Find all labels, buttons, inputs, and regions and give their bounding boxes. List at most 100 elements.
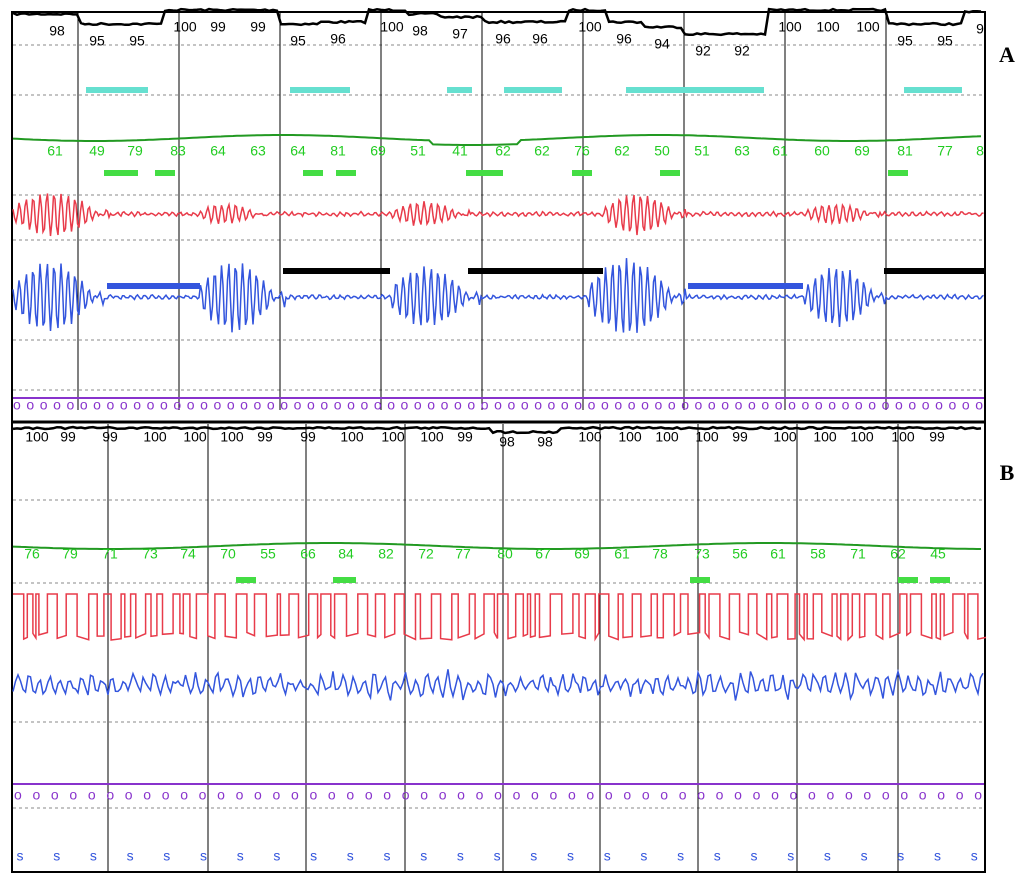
event-marker xyxy=(303,170,323,176)
s-mark: s xyxy=(90,848,97,864)
spo2-value: 9 xyxy=(976,21,984,37)
spo2-value: 99 xyxy=(102,429,118,445)
hr-value: 61 xyxy=(772,143,788,159)
s-mark: s xyxy=(934,848,941,864)
spo2-value: 100 xyxy=(420,429,444,445)
spo2-value: 99 xyxy=(60,429,76,445)
hr-value: 81 xyxy=(897,143,913,159)
spo2-value: 100 xyxy=(618,429,642,445)
spo2-value: 99 xyxy=(457,429,473,445)
hr-value: 71 xyxy=(850,546,866,562)
spo2-value: 95 xyxy=(89,33,105,49)
hr-value: 49 xyxy=(89,143,105,159)
effort-trace-blue xyxy=(12,258,984,333)
spo2-value: 99 xyxy=(929,429,945,445)
hr-value: 58 xyxy=(810,546,826,562)
spo2-value: 100 xyxy=(183,429,207,445)
hr-value: 71 xyxy=(102,546,118,562)
event-marker xyxy=(104,170,138,176)
s-mark: s xyxy=(604,848,611,864)
hr-value: 60 xyxy=(814,143,830,159)
s-mark: s xyxy=(273,848,280,864)
hr-value: 67 xyxy=(535,546,551,562)
spo2-value: 100 xyxy=(850,429,874,445)
hr-value: 61 xyxy=(770,546,786,562)
spo2-value: 100 xyxy=(891,429,915,445)
event-marker xyxy=(336,170,356,176)
s-mark: s xyxy=(53,848,60,864)
spo2-value: 100 xyxy=(220,429,244,445)
desat-marker xyxy=(626,87,764,93)
desat-marker xyxy=(290,87,350,93)
s-mark: s xyxy=(237,848,244,864)
s-mark: s xyxy=(420,848,427,864)
s-mark: s xyxy=(567,848,574,864)
spo2-value: 92 xyxy=(734,43,750,59)
hr-value: 51 xyxy=(694,143,710,159)
spo2-value: 100 xyxy=(380,19,404,35)
hr-value: 62 xyxy=(614,143,630,159)
event-marker xyxy=(466,170,503,176)
hr-value: 8 xyxy=(976,143,984,159)
s-mark: s xyxy=(897,848,904,864)
s-mark: s xyxy=(971,848,978,864)
hr-value: 81 xyxy=(330,143,346,159)
hr-value: 62 xyxy=(534,143,550,159)
s-mark: s xyxy=(714,848,721,864)
effort-trace-blue xyxy=(12,668,984,702)
s-mark: s xyxy=(200,848,207,864)
hr-value: 69 xyxy=(574,546,590,562)
spo2-value: 94 xyxy=(654,36,670,52)
desat-marker xyxy=(86,87,148,93)
apnea-marker xyxy=(688,283,803,289)
hr-value: 76 xyxy=(574,143,590,159)
event-marker xyxy=(572,170,592,176)
hr-value: 62 xyxy=(890,546,906,562)
hr-value: 69 xyxy=(854,143,870,159)
hr-value: 79 xyxy=(62,546,78,562)
s-mark: s xyxy=(163,848,170,864)
hr-value: 56 xyxy=(732,546,748,562)
event-marker xyxy=(930,577,950,583)
hr-value: 76 xyxy=(24,546,40,562)
o-row: oooooooooooooooooooooooooooooooooooooooo… xyxy=(13,397,983,413)
s-mark: s xyxy=(787,848,794,864)
hr-value: 77 xyxy=(937,143,953,159)
hr-value: 50 xyxy=(654,143,670,159)
spo2-value: 95 xyxy=(129,33,145,49)
s-mark: s xyxy=(17,848,24,864)
spo2-value: 99 xyxy=(257,429,273,445)
apnea-marker xyxy=(283,268,390,274)
spo2-value: 99 xyxy=(300,429,316,445)
desat-marker xyxy=(447,87,472,93)
hr-value: 63 xyxy=(734,143,750,159)
s-mark: s xyxy=(310,848,317,864)
event-marker xyxy=(690,577,710,583)
spo2-value: 95 xyxy=(290,33,306,49)
spo2-value: 96 xyxy=(330,31,346,47)
spo2-value: 96 xyxy=(616,31,632,47)
spo2-value: 100 xyxy=(578,19,602,35)
spo2-value: 100 xyxy=(173,19,197,35)
event-marker xyxy=(660,170,680,176)
effort-trace-red xyxy=(13,593,987,642)
hr-value: 69 xyxy=(370,143,386,159)
event-marker xyxy=(888,170,908,176)
s-mark: s xyxy=(384,848,391,864)
frame xyxy=(11,11,986,873)
spo2-value: 100 xyxy=(578,429,602,445)
hr-value: 83 xyxy=(170,143,186,159)
hr-value: 64 xyxy=(290,143,306,159)
spo2-value: 96 xyxy=(532,31,548,47)
spo2-value: 98 xyxy=(499,434,515,450)
event-marker xyxy=(236,577,256,583)
desat-marker xyxy=(504,87,562,93)
s-mark: s xyxy=(457,848,464,864)
spo2-value: 99 xyxy=(732,429,748,445)
hr-value: 72 xyxy=(418,546,434,562)
spo2-value: 98 xyxy=(412,23,428,39)
spo2-value: 99 xyxy=(250,19,266,35)
event-marker xyxy=(333,577,356,583)
hr-value: 70 xyxy=(220,546,236,562)
